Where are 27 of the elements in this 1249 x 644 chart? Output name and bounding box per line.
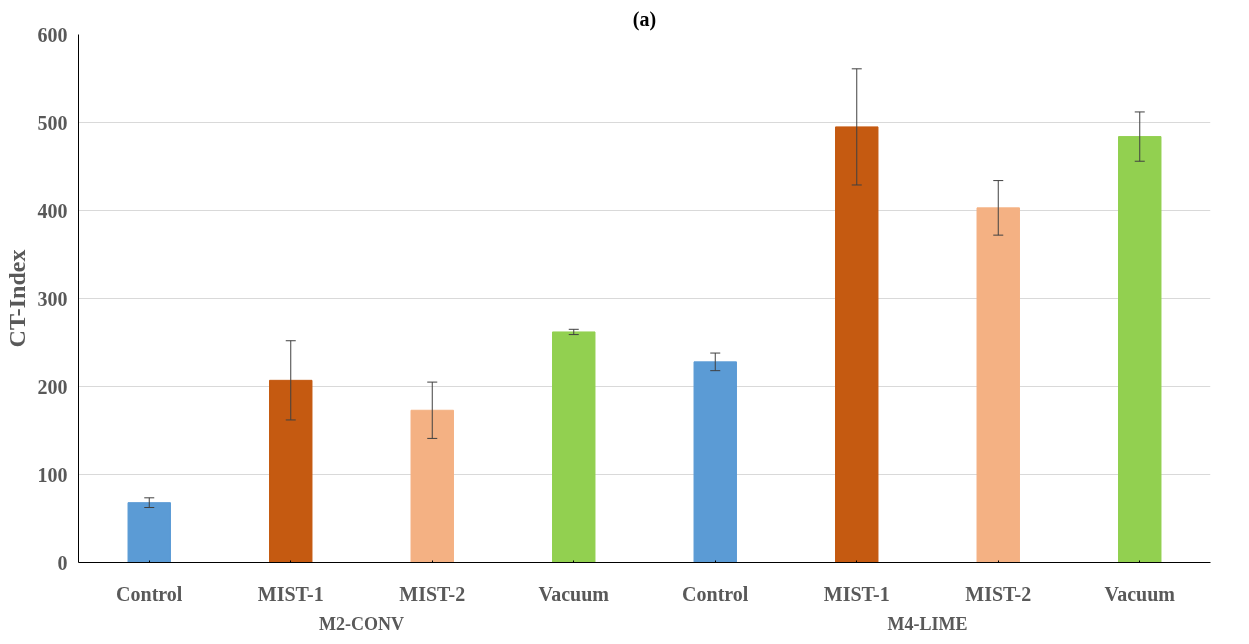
y-tick-label: 0 xyxy=(57,551,68,574)
bar xyxy=(410,409,454,563)
y-tick-label: 500 xyxy=(37,111,68,134)
bar xyxy=(1118,136,1162,563)
x-tick-label: Vacuum xyxy=(538,582,610,605)
text: M4-LIME xyxy=(887,613,968,634)
x-tick-label: Control xyxy=(682,582,749,605)
x-tick-label: MIST-1 xyxy=(823,582,890,605)
x-tick-label: MIST-2 xyxy=(965,582,1032,605)
x-tick-label: MIST-2 xyxy=(399,582,466,605)
y-tick-label: 100 xyxy=(37,463,68,486)
bar xyxy=(835,126,879,563)
text: M2-CONV xyxy=(319,613,404,634)
y-tick-label: 300 xyxy=(37,287,68,310)
bar xyxy=(976,207,1020,563)
y-axis-title: CT-Index xyxy=(3,249,30,348)
x-tick-label: MIST-1 xyxy=(257,582,324,605)
bar xyxy=(269,379,313,563)
chart-title: (a) xyxy=(632,7,657,31)
bar xyxy=(127,502,171,563)
bar xyxy=(552,331,596,563)
x-tick-label: Vacuum xyxy=(1104,582,1176,605)
y-tick-label: 600 xyxy=(37,23,68,46)
x-tick-label: Control xyxy=(116,582,183,605)
bar xyxy=(693,361,737,563)
y-tick-label: 200 xyxy=(37,375,68,398)
y-tick-label: 400 xyxy=(37,199,68,222)
